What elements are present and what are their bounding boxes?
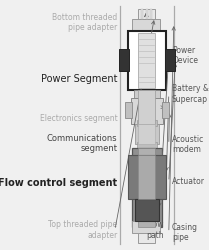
Bar: [134, 90, 161, 98]
Text: Casing
pipe: Casing pipe: [172, 223, 198, 242]
Bar: [138, 155, 154, 199]
Bar: [128, 155, 166, 199]
Text: Electronics segment: Electronics segment: [40, 114, 117, 123]
Bar: [128, 31, 166, 90]
Bar: [132, 221, 161, 233]
Text: Bottom threaded
pipe adapter: Bottom threaded pipe adapter: [52, 13, 117, 32]
Bar: [125, 102, 132, 118]
Bar: [131, 98, 163, 124]
Bar: [138, 233, 154, 243]
Bar: [138, 33, 154, 88]
Bar: [138, 124, 154, 144]
Bar: [132, 19, 161, 31]
Bar: [137, 142, 157, 148]
Bar: [150, 9, 152, 19]
Text: Flow control segment: Flow control segment: [0, 178, 117, 188]
Text: Acoustic
modem: Acoustic modem: [172, 134, 204, 154]
Bar: [146, 9, 148, 19]
Text: Flow
path: Flow path: [146, 220, 164, 240]
Bar: [162, 102, 169, 118]
Text: Battery &
Supercap: Battery & Supercap: [172, 84, 209, 104]
Bar: [138, 9, 154, 19]
Text: Power
Device: Power Device: [172, 46, 198, 66]
Bar: [165, 49, 175, 70]
Text: Top threaded pipe
adapter: Top threaded pipe adapter: [48, 220, 117, 240]
Bar: [141, 9, 143, 19]
Bar: [138, 90, 154, 124]
Bar: [132, 148, 162, 227]
Bar: [138, 148, 154, 227]
Bar: [137, 120, 157, 126]
Bar: [135, 199, 159, 221]
Bar: [119, 49, 129, 70]
Bar: [135, 124, 159, 144]
Text: Actuator: Actuator: [172, 177, 205, 186]
Text: Power Segment: Power Segment: [41, 74, 117, 84]
Text: Communications
segment: Communications segment: [47, 134, 117, 153]
